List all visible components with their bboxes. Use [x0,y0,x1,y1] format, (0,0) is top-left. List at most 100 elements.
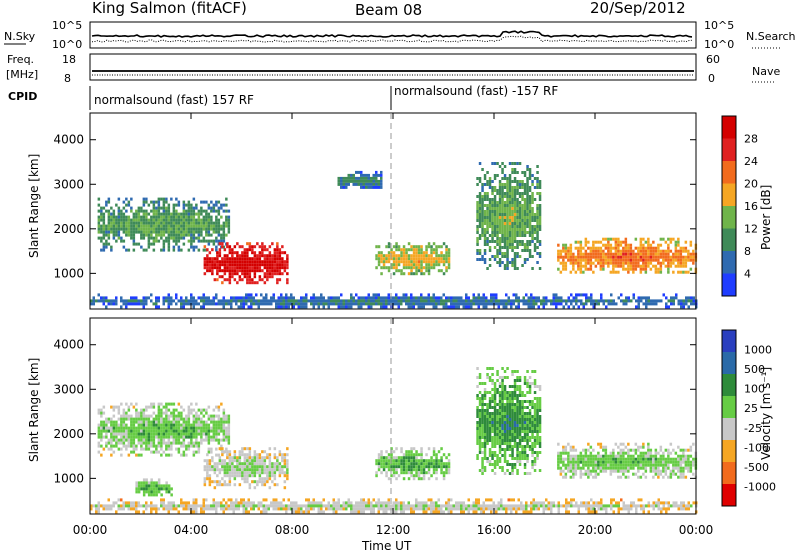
range-cell [564,264,568,268]
range-cell [165,206,168,210]
range-cell [531,445,534,448]
range-cell [220,426,223,430]
range-cell [498,394,502,397]
range-cell [602,252,605,256]
range-cell [584,258,588,262]
range-cell [140,224,143,228]
range-cell [511,439,514,442]
range-cell [417,453,421,457]
range-cell [501,391,504,394]
range-cell [612,237,615,241]
range-cell [420,260,423,264]
range-cell [187,411,191,415]
range-cell [450,296,453,300]
range-cell [150,441,153,445]
range-cell [225,224,228,228]
range-cell [211,263,214,267]
range-cell [503,231,507,234]
range-cell [647,237,650,241]
range-cell [212,417,216,421]
range-cell [517,296,520,300]
range-cell [692,261,695,265]
range-cell [530,299,533,303]
range-cell [402,254,406,258]
range-cell [150,224,153,228]
range-cell [182,206,186,210]
range-cell [592,240,595,244]
range-cell [689,258,693,262]
range-cell [491,382,494,385]
range-cell [496,204,499,207]
range-cell [340,182,343,186]
range-cell [245,296,248,300]
range-cell [335,302,338,306]
range-cell [142,233,146,237]
range-cell [360,176,363,180]
nave-tick-top: 60 [706,53,720,66]
range-cell [440,260,443,264]
range-cell [227,420,231,424]
range-cell [273,269,277,273]
range-cell [572,252,575,256]
range-cell [226,278,229,282]
range-cell [107,426,111,430]
range-cell [518,204,522,207]
range-cell [197,444,201,448]
range-cell [528,177,532,180]
range-cell [627,246,630,250]
range-cell [195,417,198,421]
range-cell [420,453,423,457]
range-cell [557,451,560,455]
range-cell [427,302,430,306]
range-cell [226,269,229,273]
range-cell [572,296,575,300]
range-cell [137,302,140,306]
range-cell [599,258,603,262]
range-cell [142,411,146,415]
range-cell [430,260,433,264]
range-cell [263,480,267,484]
range-cell [125,444,128,448]
range-cell [187,447,191,451]
range-cell [422,296,425,300]
range-cell [225,447,228,451]
range-cell [210,215,213,219]
range-cell [518,180,522,183]
range-cell [105,299,108,303]
range-cell [185,426,188,430]
range-cell [483,418,487,421]
range-cell [223,263,227,267]
range-cell [162,296,165,300]
range-cell [420,462,423,466]
range-cell [228,266,232,270]
range-cell [212,239,216,243]
range-cell [218,456,222,460]
range-cell [607,258,610,262]
range-cell [538,252,542,255]
range-cell [654,267,658,271]
range-cell [395,242,398,246]
range-cell [521,180,524,183]
range-cell [213,480,217,484]
range-cell [187,227,191,231]
range-cell [190,215,193,219]
range-cell [417,305,420,309]
range-cell [455,299,458,303]
range-cell [508,412,512,415]
range-cell [213,462,217,466]
range-cell [185,227,188,231]
range-cell [365,179,368,183]
range-cell [528,430,532,433]
range-cell [508,442,512,445]
range-cell [579,267,583,271]
range-cell [157,221,161,225]
range-cell [160,453,163,457]
range-cell [365,182,368,186]
range-cell [92,302,95,306]
range-cell [402,257,406,261]
range-cell [420,296,423,300]
range-cell [513,198,517,201]
range-cell [582,305,585,309]
range-cell [417,296,420,300]
range-cell [251,480,254,484]
